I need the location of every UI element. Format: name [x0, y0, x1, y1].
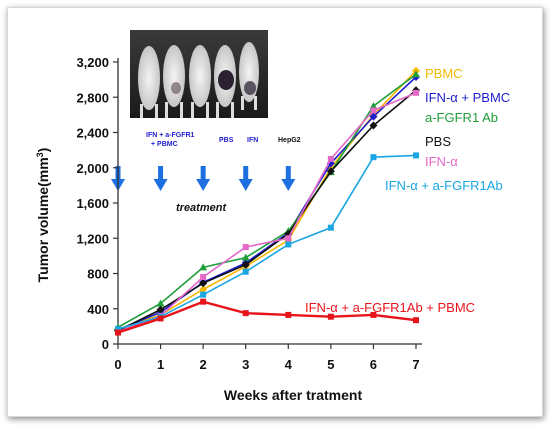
data-point	[327, 155, 334, 162]
data-point	[327, 313, 334, 320]
x-axis-ticks: 0 1 2 3 4 5 6 7	[114, 344, 420, 372]
data-point	[242, 310, 249, 317]
x-tick-label: 6	[370, 357, 377, 372]
data-point	[200, 274, 207, 281]
series-group	[114, 66, 420, 336]
data-point	[369, 102, 378, 110]
series-ifn-a-fgfr1ab-pbmc	[115, 298, 419, 336]
inset-label-hepg2: HepG2	[278, 137, 301, 144]
x-tick-label: 5	[327, 357, 334, 372]
data-point	[370, 311, 377, 318]
data-point	[199, 279, 208, 288]
inset-label-ifn: IFN	[247, 137, 258, 144]
y-tick-label: 800	[87, 267, 109, 282]
legend-entry: IFN-α + PBMC	[425, 90, 510, 105]
data-point	[157, 315, 164, 322]
mouse-3	[189, 45, 211, 118]
series-pbs	[114, 86, 420, 335]
data-point	[156, 299, 165, 307]
inset-label-pbs: PBS	[219, 137, 234, 144]
data-point	[413, 152, 419, 159]
data-point	[412, 70, 420, 78]
legend-entry: IFN-α	[425, 154, 458, 169]
y-axis-ticks: 0 400 800 1,200 1,600 2,000 2,400 2,800 3,200	[76, 55, 118, 352]
treatment-arrow	[196, 166, 211, 191]
inset-label-ifn-fgfr1-pbmc: IFN + a-FGFR1 + PBMC	[146, 132, 196, 148]
series-line	[117, 73, 417, 328]
treatment-arrows	[111, 166, 296, 191]
data-point	[241, 260, 250, 269]
legend-entry: IFN-α + a-FGFR1Ab	[385, 178, 503, 193]
series-line	[117, 89, 417, 332]
inset-labels: IFN + a-FGFR1 + PBMC PBS IFN HepG2	[146, 132, 301, 148]
data-point	[326, 167, 335, 176]
mice-photo	[130, 30, 268, 118]
data-point	[156, 305, 165, 314]
data-point	[200, 298, 207, 305]
data-point	[369, 121, 378, 130]
data-point	[370, 107, 377, 114]
figure-frame	[7, 7, 543, 417]
data-point	[413, 317, 419, 324]
x-axis-label: Weeks after tratment	[224, 387, 363, 403]
y-tick-label: 2,400	[76, 126, 109, 141]
x-tick-label: 3	[242, 357, 249, 372]
legend-entry: PBMC	[425, 66, 463, 81]
treatment-label: treatment	[176, 202, 227, 214]
legend-entry: PBS	[425, 134, 451, 149]
data-point	[115, 329, 121, 336]
treatment-arrow	[281, 166, 296, 191]
data-point	[285, 235, 292, 242]
series-line	[117, 76, 417, 331]
series-line	[117, 300, 417, 334]
data-point	[199, 285, 208, 294]
legend: PBMC IFN-α + PBMC a-FGFR1 Ab PBS IFN-α IFN-α …	[385, 66, 510, 193]
data-point	[370, 154, 377, 161]
axes	[117, 58, 422, 345]
mouse-1	[138, 46, 160, 118]
x-tick-label: 0	[114, 357, 121, 372]
y-tick-label: 1,600	[76, 196, 109, 211]
mouse-4	[214, 45, 236, 118]
red-series-label: IFN-α + a-FGFR1Ab + PBMC	[305, 300, 475, 315]
y-tick-label: 400	[87, 302, 109, 317]
data-point	[199, 263, 208, 271]
y-tick-label: 2,800	[76, 90, 109, 105]
x-tick-label: 2	[200, 357, 207, 372]
data-point	[369, 112, 378, 121]
treatment-arrow	[238, 166, 253, 191]
mouse-2	[163, 45, 185, 118]
series-line	[117, 92, 417, 333]
y-tick-label: 1,200	[76, 231, 109, 246]
series-line	[117, 154, 417, 330]
data-point	[241, 253, 250, 261]
data-point	[242, 268, 249, 275]
legend-entry: a-FGFR1 Ab	[425, 110, 498, 125]
data-point	[200, 291, 207, 298]
x-tick-label: 7	[412, 357, 419, 372]
y-tick-label: 3,200	[76, 55, 109, 70]
data-point	[285, 241, 292, 248]
data-point	[413, 89, 419, 96]
treatment-arrow	[153, 166, 168, 191]
data-point	[115, 326, 121, 333]
y-axis-label: Tumor volume(mm3)	[35, 148, 51, 283]
y-tick-label: 0	[102, 337, 109, 352]
data-point	[285, 311, 292, 318]
data-point	[242, 244, 249, 251]
data-point	[327, 224, 334, 231]
x-tick-label: 4	[285, 357, 293, 372]
mouse-5	[239, 42, 259, 110]
y-tick-label: 2,000	[76, 161, 109, 176]
x-tick-label: 1	[157, 357, 164, 372]
